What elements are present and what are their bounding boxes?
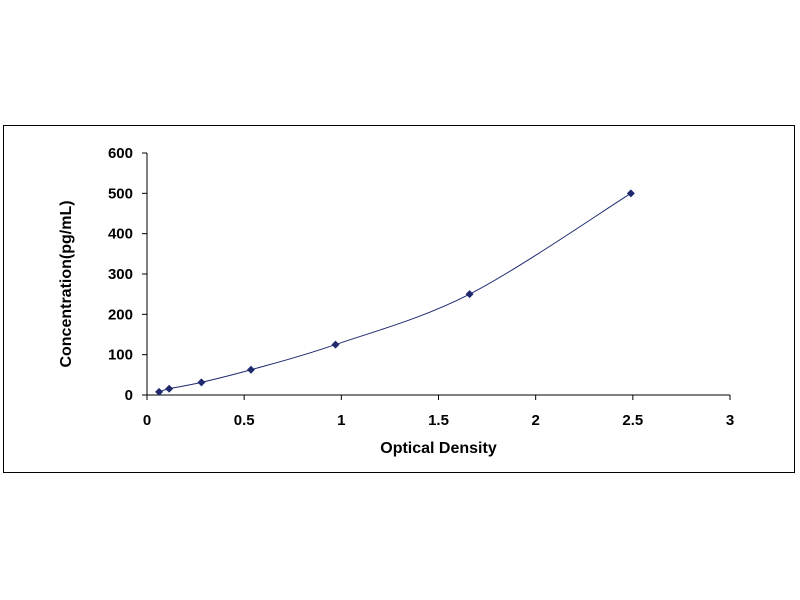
standard-curve-chart: 0 100 200 300 400 500 600 0 0.5 1 1.5 2 2.5 3 Optical… [58,145,734,457]
data-points [155,189,635,396]
x-tick-label: 3 [726,412,734,429]
axes [146,153,730,396]
y-tick-label: 200 [108,306,133,323]
data-point-marker [246,365,255,374]
y-axis-label: Concentration(pg/mL) [58,200,75,367]
ticks: 0 100 200 300 400 500 600 0 0.5 1 1.5 2 2.5 3 [108,145,734,429]
y-tick-label: 0 [125,387,133,404]
y-tick-label: 100 [108,347,133,364]
data-point-marker [155,387,164,396]
data-point-marker [331,340,340,349]
data-point-marker [165,384,174,393]
x-tick-label: 1 [337,412,345,429]
data-point-marker [626,189,635,198]
chart-frame: 0 100 200 300 400 500 600 0 0.5 1 1.5 2 2.5 3 Optical… [3,125,795,473]
y-tick-label: 400 [108,226,133,243]
y-tick-label: 600 [108,145,133,162]
y-tick-label: 300 [108,266,133,283]
y-tick-label: 500 [108,185,133,202]
x-tick-label: 0 [143,412,151,429]
x-tick-label: 0.5 [234,412,255,429]
fit-curve [158,192,632,393]
x-axis-label: Optical Density [380,440,497,457]
x-tick-label: 2 [531,412,539,429]
x-tick-label: 2.5 [622,412,643,429]
data-point-marker [197,378,206,387]
x-tick-label: 1.5 [428,412,449,429]
data-point-marker [465,290,474,299]
